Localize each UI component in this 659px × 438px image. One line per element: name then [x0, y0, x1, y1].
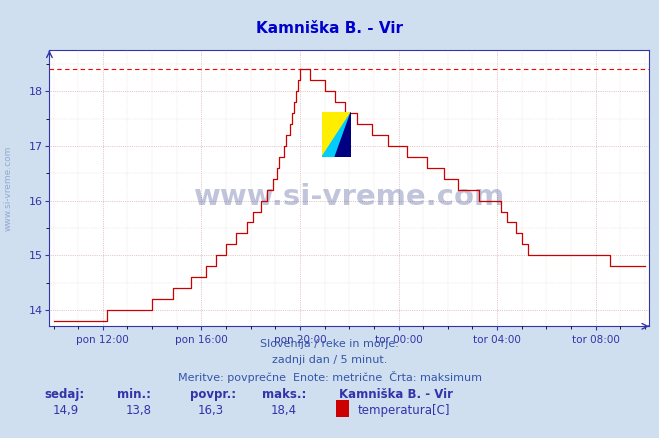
Text: 13,8: 13,8	[125, 404, 151, 417]
Text: www.si-vreme.com: www.si-vreme.com	[3, 146, 13, 231]
Text: temperatura[C]: temperatura[C]	[358, 404, 450, 417]
Text: 14,9: 14,9	[53, 404, 79, 417]
Text: min.:: min.:	[117, 388, 152, 401]
Text: maks.:: maks.:	[262, 388, 306, 401]
Text: Kamniška B. - Vir: Kamniška B. - Vir	[256, 21, 403, 36]
Text: 16,3: 16,3	[198, 404, 224, 417]
Polygon shape	[335, 113, 351, 157]
Polygon shape	[322, 113, 351, 157]
Polygon shape	[335, 132, 351, 157]
Text: Kamniška B. - Vir: Kamniška B. - Vir	[339, 388, 453, 401]
Polygon shape	[322, 113, 351, 157]
Text: sedaj:: sedaj:	[45, 388, 85, 401]
Text: www.si-vreme.com: www.si-vreme.com	[194, 183, 505, 211]
Text: zadnji dan / 5 minut.: zadnji dan / 5 minut.	[272, 355, 387, 365]
Text: 18,4: 18,4	[270, 404, 297, 417]
Text: Slovenija / reke in morje.: Slovenija / reke in morje.	[260, 339, 399, 350]
Text: Meritve: povprečne  Enote: metrične  Črta: maksimum: Meritve: povprečne Enote: metrične Črta:…	[177, 371, 482, 383]
Text: povpr.:: povpr.:	[190, 388, 236, 401]
